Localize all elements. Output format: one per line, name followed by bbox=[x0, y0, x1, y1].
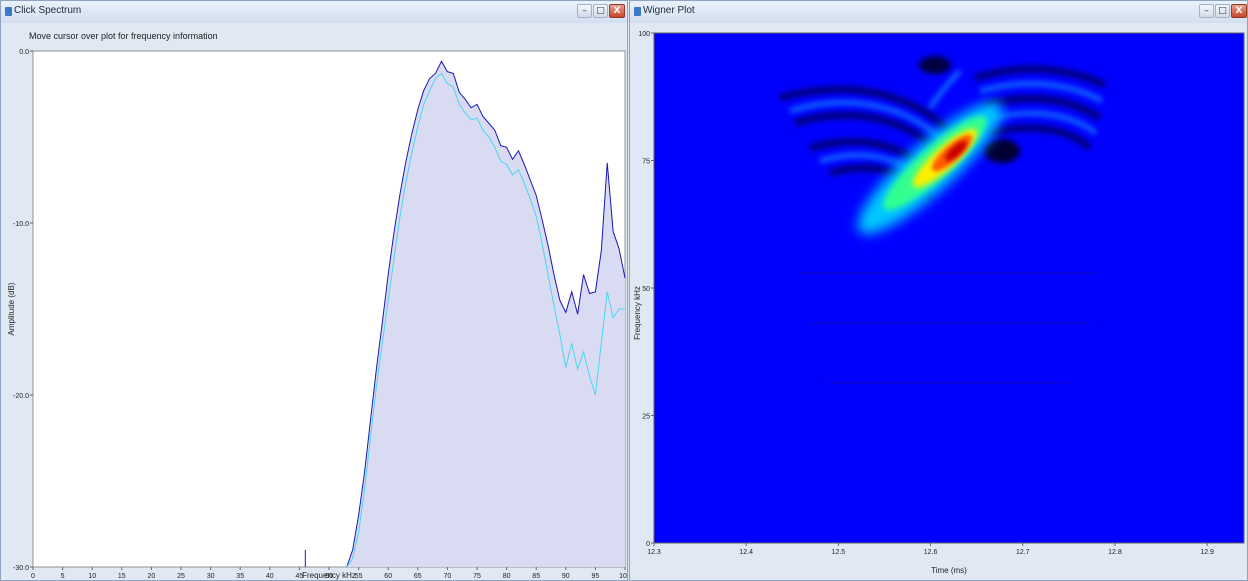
x-tick-label: 12.7 bbox=[1016, 549, 1030, 556]
x-tick-label: 90 bbox=[562, 573, 570, 580]
x-tick-label: 12.3 bbox=[647, 549, 661, 556]
spectrum-chart[interactable]: 0 5 10 15 20 25 30 35 40 45 50 55 60 65 70 75 80 85 90 95 10… bbox=[1, 23, 627, 580]
x-tick-label: 55 bbox=[355, 573, 363, 580]
heatmap-background bbox=[654, 33, 1244, 543]
x-tick-label: 30 bbox=[207, 573, 215, 580]
x-tick-label: 95 bbox=[592, 573, 600, 580]
x-tick-label: 50 bbox=[325, 573, 333, 580]
y-axis-label: Frequency kHz bbox=[633, 286, 642, 340]
y-tick-label: -10.0 bbox=[13, 221, 29, 228]
spectrum-series-line bbox=[346, 60, 626, 568]
y-tick-label: 25 bbox=[642, 414, 650, 421]
x-tick-label: 45 bbox=[296, 573, 304, 580]
x-tick-label: 12.6 bbox=[924, 549, 938, 556]
heatmap-pattern bbox=[779, 56, 1107, 384]
x-tick-label: 20 bbox=[148, 573, 156, 580]
x-tick-label: 12.8 bbox=[1108, 549, 1122, 556]
y-tick-label: -20.0 bbox=[13, 393, 29, 400]
y-axis-label: Amplitude (dB) bbox=[7, 282, 16, 335]
maximize-button[interactable]: □ bbox=[593, 4, 608, 18]
close-button[interactable]: X bbox=[609, 4, 625, 18]
x-tick-label: 25 bbox=[177, 573, 185, 580]
app-icon bbox=[634, 7, 641, 16]
maximize-button[interactable]: □ bbox=[1215, 4, 1230, 18]
x-tick-label: 0 bbox=[31, 573, 35, 580]
minimize-button[interactable]: – bbox=[1199, 4, 1214, 18]
y-tick-label: 100 bbox=[638, 31, 650, 38]
window-title: Wigner Plot bbox=[643, 5, 695, 16]
click-spectrum-window: Click Spectrum – □ X Move cursor over pl… bbox=[0, 0, 628, 581]
x-tick-label: 65 bbox=[414, 573, 422, 580]
y-tick-label: 75 bbox=[642, 159, 650, 166]
x-tick-label: 70 bbox=[444, 573, 452, 580]
y-tick-label: 50 bbox=[642, 286, 650, 293]
close-button[interactable]: X bbox=[1231, 4, 1247, 18]
wigner-plot-window: Wigner Plot – □ X bbox=[629, 0, 1248, 581]
x-tick-label: 12.4 bbox=[739, 549, 753, 556]
title-bar[interactable]: Click Spectrum – □ X bbox=[1, 1, 627, 23]
spectrum-series-line bbox=[346, 72, 625, 568]
x-tick-label: 85 bbox=[532, 573, 540, 580]
spectrum-area bbox=[346, 61, 625, 567]
title-bar[interactable]: Wigner Plot – □ X bbox=[630, 1, 1247, 23]
minimize-button[interactable]: – bbox=[577, 4, 592, 18]
x-axis-label: Time (ms) bbox=[931, 566, 967, 575]
x-tick-label: 40 bbox=[266, 573, 274, 580]
x-tick-label: 60 bbox=[384, 573, 392, 580]
x-tick-label: 12.9 bbox=[1200, 549, 1214, 556]
x-tick-label: 15 bbox=[118, 573, 126, 580]
y-tick-label: 0.0 bbox=[19, 49, 29, 56]
y-tick-label: 0 bbox=[646, 541, 650, 548]
hover-hint: Move cursor over plot for frequency info… bbox=[29, 31, 218, 41]
x-tick-label: 80 bbox=[503, 573, 511, 580]
app-icon bbox=[5, 7, 12, 16]
x-tick-label: 75 bbox=[473, 573, 481, 580]
x-tick-label: 100 bbox=[619, 573, 627, 580]
y-tick-label: -30.0 bbox=[13, 565, 29, 572]
x-tick-label: 10 bbox=[88, 573, 96, 580]
wigner-chart[interactable]: 12.3 12.4 12.5 12.6 12.7 12.8 12.9 1007550250 … bbox=[630, 23, 1247, 580]
window-title: Click Spectrum bbox=[14, 5, 82, 16]
x-tick-label: 12.5 bbox=[832, 549, 846, 556]
x-tick-label: 5 bbox=[61, 573, 65, 580]
x-axis-label: Frequency kHz bbox=[302, 571, 356, 580]
x-tick-label: 35 bbox=[236, 573, 244, 580]
